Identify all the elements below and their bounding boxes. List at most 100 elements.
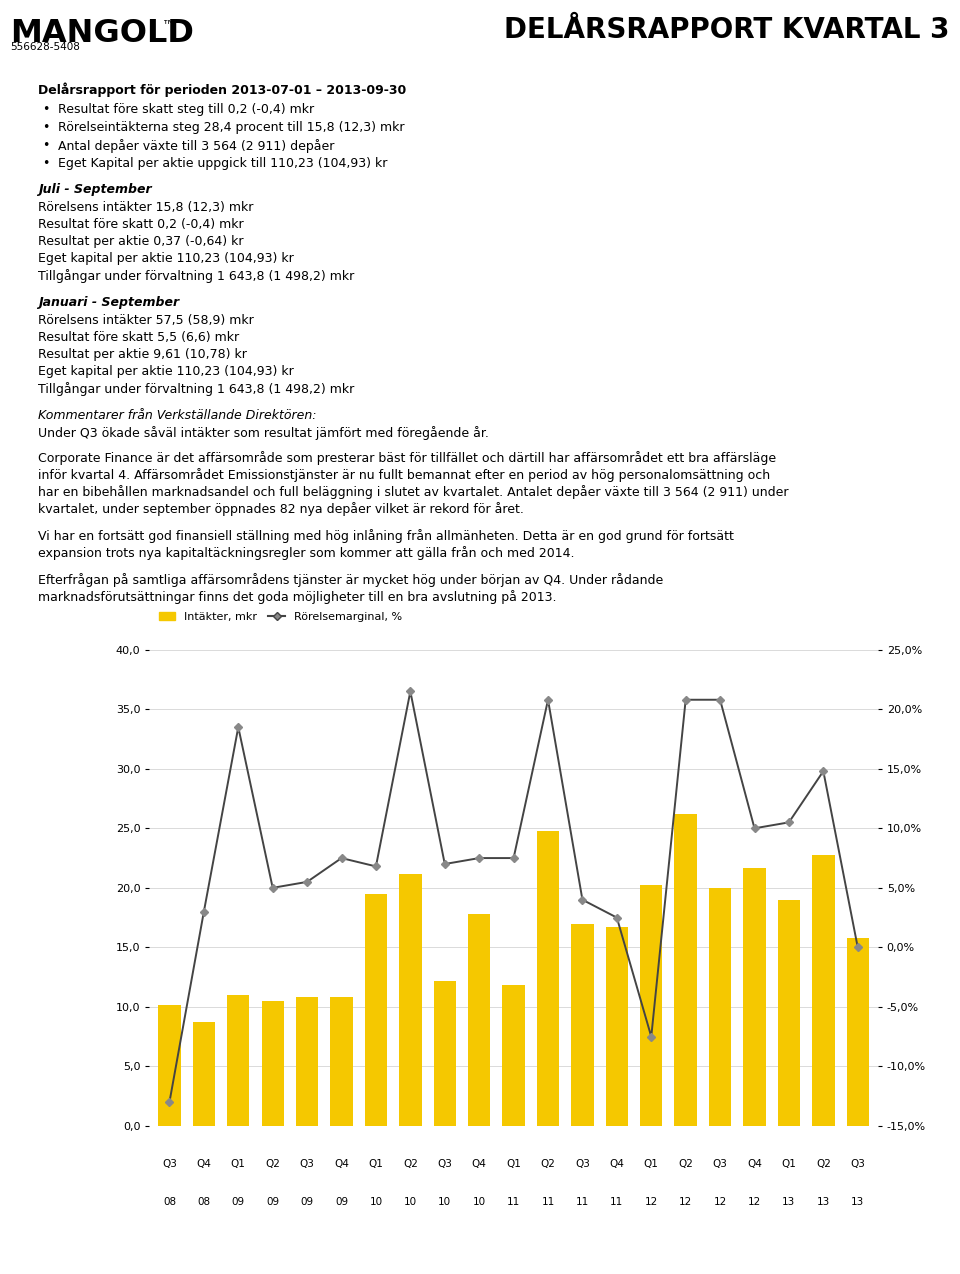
Text: Organisationsnummer: Organisationsnummer (755, 1222, 864, 1232)
Text: •: • (42, 139, 49, 152)
Text: 09: 09 (300, 1198, 314, 1208)
Text: •: • (42, 157, 49, 169)
Bar (606, 927, 628, 1126)
Text: Besöksadress: Besöksadress (145, 1222, 211, 1232)
Text: 08: 08 (198, 1198, 210, 1208)
Text: Corporate Finance är det affärsområde som presterar bäst för tillfället och därt: Corporate Finance är det affärsområde so… (38, 451, 776, 465)
Text: 13: 13 (817, 1198, 830, 1208)
Text: Q4: Q4 (747, 1159, 762, 1170)
Text: 08-503 01 550: 08-503 01 550 (295, 1236, 362, 1245)
Bar (571, 924, 593, 1126)
Bar (296, 998, 319, 1126)
Text: 12: 12 (679, 1198, 692, 1208)
Text: DELÅRSRAPPORT KVARTAL 3: DELÅRSRAPPORT KVARTAL 3 (505, 17, 950, 45)
Text: Q2: Q2 (816, 1159, 830, 1170)
Text: ™: ™ (162, 18, 176, 32)
Bar (708, 888, 732, 1126)
Text: 114 34 Stockholm: 114 34 Stockholm (145, 1250, 227, 1259)
Text: kvartalet, under september öppnades 82 nya depåer vilket är rekord för året.: kvartalet, under september öppnades 82 n… (38, 502, 524, 516)
Text: Resultat före skatt 0,2 (-0,4) mkr: Resultat före skatt 0,2 (-0,4) mkr (38, 218, 244, 231)
Text: 556628-5408: 556628-5408 (755, 1236, 815, 1245)
Text: Fax: Fax (415, 1222, 431, 1232)
Text: Q1: Q1 (230, 1159, 246, 1170)
Text: Engelbrektsplan 2: Engelbrektsplan 2 (145, 1236, 227, 1245)
Text: Q2: Q2 (678, 1159, 693, 1170)
Text: Efterfrågan på samtliga affärsområdens tjänster är mycket hög under början av Q4: Efterfrågan på samtliga affärsområdens t… (38, 573, 663, 587)
Text: •: • (42, 103, 49, 116)
Bar (228, 995, 250, 1126)
Text: 08-503 01 551: 08-503 01 551 (415, 1236, 482, 1245)
Text: Q1: Q1 (506, 1159, 521, 1170)
Bar (847, 938, 869, 1126)
Text: Antal depåer växte till 3 564 (2 911) depåer: Antal depåer växte till 3 564 (2 911) de… (58, 139, 334, 153)
Text: Tillgångar under förvaltning 1 643,8 (1 498,2) mkr: Tillgångar under förvaltning 1 643,8 (1 … (38, 269, 354, 283)
Text: 11: 11 (576, 1198, 589, 1208)
Text: Q1: Q1 (781, 1159, 797, 1170)
Bar (468, 913, 491, 1126)
Text: Rörelsens intäkter 57,5 (58,9) mkr: Rörelsens intäkter 57,5 (58,9) mkr (38, 313, 253, 327)
Text: Postadress: Postadress (10, 1222, 62, 1232)
Text: Mangold AB (publ): Mangold AB (publ) (10, 1206, 119, 1215)
Text: Q1: Q1 (369, 1159, 383, 1170)
Bar (399, 874, 421, 1126)
Text: Kommentarer från Verkställande Direktören:: Kommentarer från Verkställande Direktöre… (38, 409, 317, 422)
Text: Vi har en fortsätt god finansiell ställning med hög inlåning från allmänheten. D: Vi har en fortsätt god finansiell ställn… (38, 529, 733, 543)
Text: 13: 13 (782, 1198, 796, 1208)
Text: har en bibehållen marknadsandel och full beläggning i slutet av kvartalet. Antal: har en bibehållen marknadsandel och full… (38, 485, 788, 499)
Text: Q4: Q4 (471, 1159, 487, 1170)
Text: Q3: Q3 (438, 1159, 452, 1170)
Text: 11: 11 (611, 1198, 623, 1208)
Text: 11: 11 (507, 1198, 520, 1208)
Text: Eget Kapital per aktie uppgick till 110,23 (104,93) kr: Eget Kapital per aktie uppgick till 110,… (58, 157, 388, 169)
Legend: Intäkter, mkr, Rörelsemarginal, %: Intäkter, mkr, Rörelsemarginal, % (155, 608, 407, 627)
Text: 11: 11 (541, 1198, 555, 1208)
Text: Q3: Q3 (300, 1159, 315, 1170)
Text: Q1: Q1 (644, 1159, 659, 1170)
Text: Resultat per aktie 0,37 (-0,64) kr: Resultat per aktie 0,37 (-0,64) kr (38, 234, 244, 248)
Bar (330, 998, 352, 1126)
Text: Rörelseintäkterna steg 28,4 procent till 15,8 (12,3) mkr: Rörelseintäkterna steg 28,4 procent till… (58, 121, 404, 134)
Text: Internet: Internet (630, 1222, 669, 1232)
Bar (640, 885, 662, 1126)
Text: Q3: Q3 (851, 1159, 865, 1170)
Text: Under Q3 ökade såväl intäkter som resultat jämfört med föregående år.: Under Q3 ökade såväl intäkter som result… (38, 426, 489, 440)
Text: Delårsrapport för perioden 2013-07-01 – 2013-09-30: Delårsrapport för perioden 2013-07-01 – … (38, 82, 406, 97)
Text: Q4: Q4 (197, 1159, 211, 1170)
Bar (261, 1001, 284, 1126)
Text: Q2: Q2 (403, 1159, 418, 1170)
Text: Juli - September: Juli - September (38, 183, 152, 196)
Text: 10: 10 (438, 1198, 451, 1208)
Text: Q2: Q2 (265, 1159, 280, 1170)
Text: Telefon: Telefon (295, 1222, 329, 1232)
Text: Resultat per aktie 9,61 (10,78) kr: Resultat per aktie 9,61 (10,78) kr (38, 348, 247, 361)
Text: •: • (42, 121, 49, 134)
Text: 10: 10 (370, 1198, 382, 1208)
Text: Box 55691: Box 55691 (10, 1236, 59, 1245)
Bar (537, 831, 559, 1126)
Bar (193, 1022, 215, 1126)
Text: Q3: Q3 (712, 1159, 728, 1170)
Bar (675, 814, 697, 1126)
Text: 12: 12 (748, 1198, 761, 1208)
Text: 556628-5408: 556628-5408 (10, 42, 80, 52)
Text: info@mangold.se: info@mangold.se (520, 1236, 599, 1245)
Bar (743, 868, 766, 1126)
Text: 13: 13 (852, 1198, 864, 1208)
Text: 12: 12 (644, 1198, 658, 1208)
Text: 12: 12 (713, 1198, 727, 1208)
Text: Eget kapital per aktie 110,23 (104,93) kr: Eget kapital per aktie 110,23 (104,93) k… (38, 252, 294, 265)
Bar (812, 855, 834, 1126)
Text: 09: 09 (335, 1198, 348, 1208)
Text: Resultat före skatt 5,5 (6,6) mkr: Resultat före skatt 5,5 (6,6) mkr (38, 331, 239, 344)
Text: 09: 09 (266, 1198, 279, 1208)
Text: Rörelsens intäkter 15,8 (12,3) mkr: Rörelsens intäkter 15,8 (12,3) mkr (38, 201, 253, 214)
Text: Eget kapital per aktie 110,23 (104,93) kr: Eget kapital per aktie 110,23 (104,93) k… (38, 364, 294, 378)
Text: Januari - September: Januari - September (38, 296, 180, 310)
Bar (434, 981, 456, 1126)
Text: expansion trots nya kapitaltäckningsregler som kommer att gälla från och med 201: expansion trots nya kapitaltäckningsregl… (38, 547, 574, 561)
Bar (365, 894, 387, 1126)
Bar (778, 899, 800, 1126)
Text: Q2: Q2 (540, 1159, 556, 1170)
Text: marknadsförutsättningar finns det goda möjligheter till en bra avslutning på 201: marknadsförutsättningar finns det goda m… (38, 590, 557, 604)
Text: 10: 10 (404, 1198, 417, 1208)
